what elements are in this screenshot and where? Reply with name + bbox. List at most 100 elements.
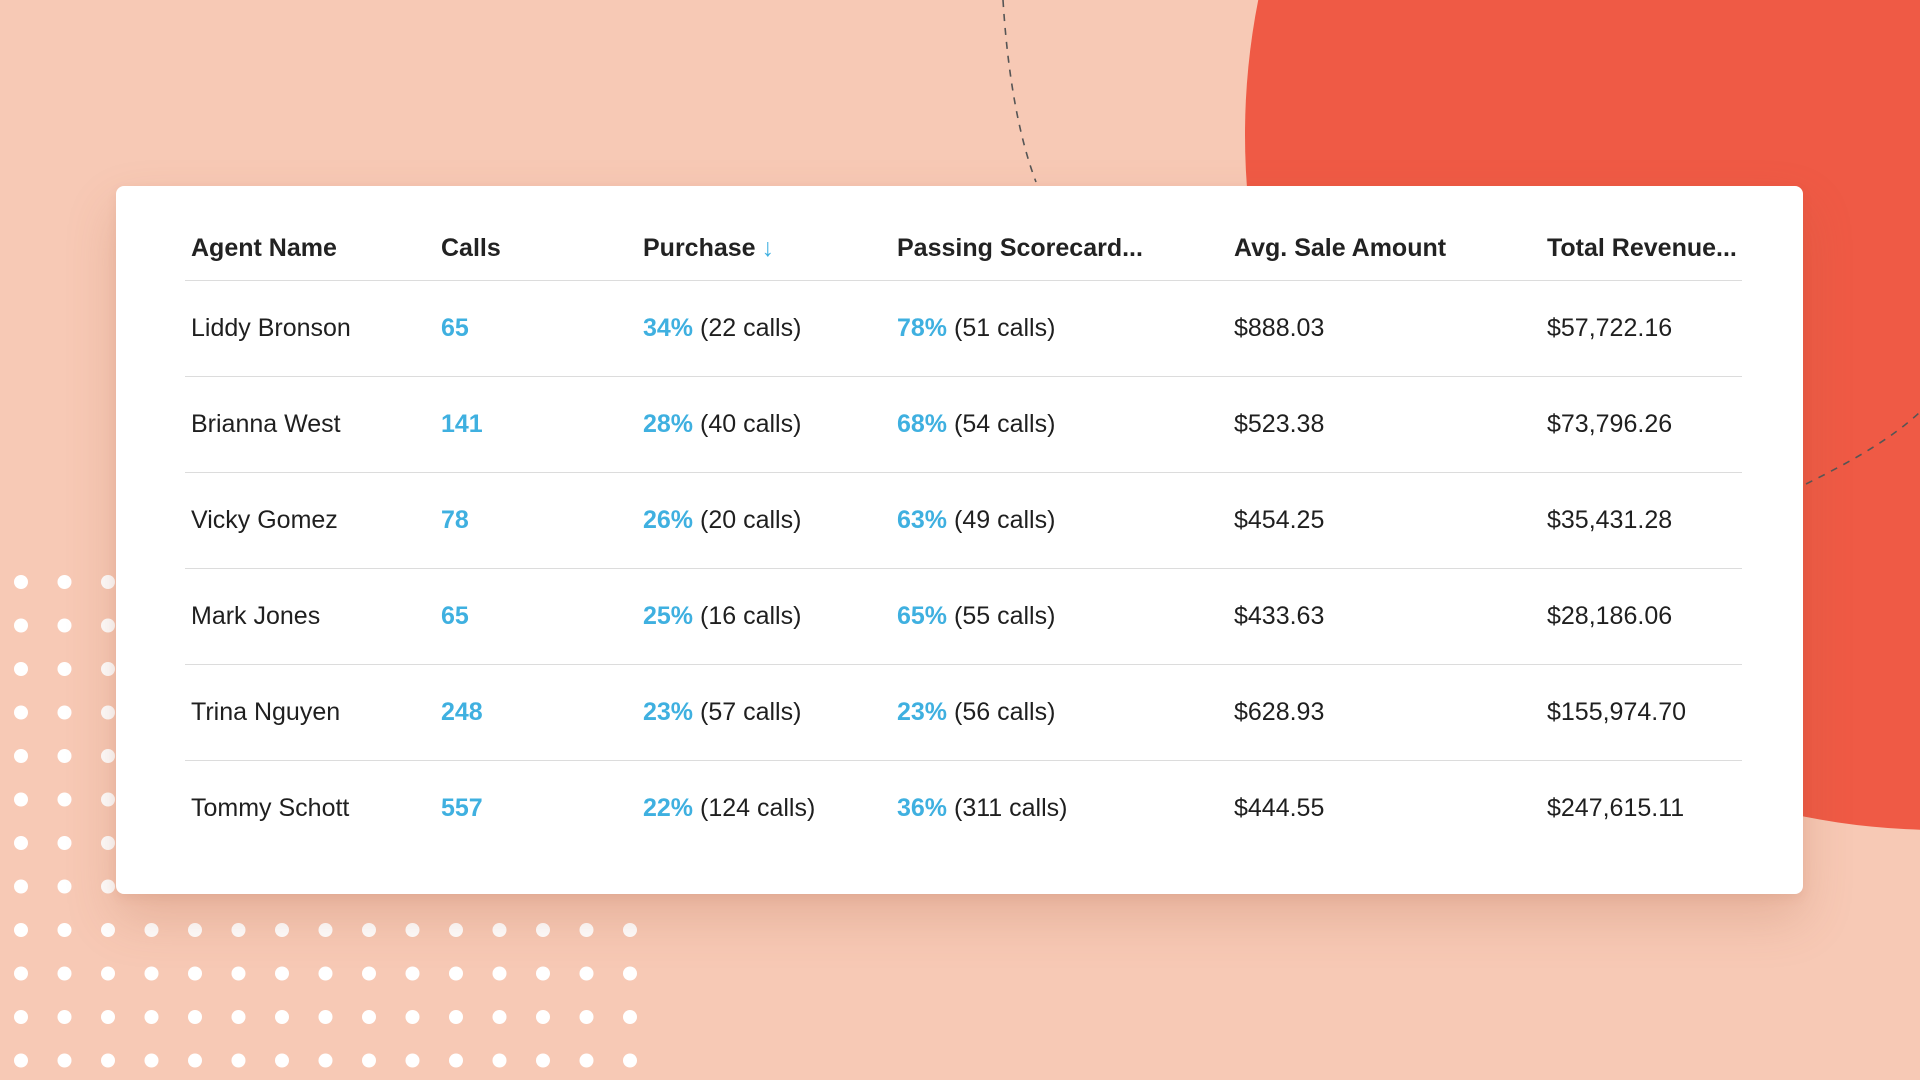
table-header-row: Agent Name Calls Purchase ↓ Passing Score… bbox=[185, 210, 1742, 281]
decorative-dot bbox=[14, 966, 28, 981]
purchase-percent[interactable]: 28% bbox=[643, 410, 694, 438]
passing-scorecard-cell: 78% (51 calls) bbox=[891, 314, 1228, 343]
total-revenue-cell: $28,186.06 bbox=[1547, 602, 1673, 630]
decorative-dot bbox=[14, 662, 28, 676]
decorative-dot bbox=[231, 966, 246, 981]
calls-cell[interactable]: 141 bbox=[441, 410, 483, 438]
purchase-percent[interactable]: 34% bbox=[643, 314, 694, 342]
decorative-dot bbox=[536, 1010, 550, 1024]
purchase-cell: 28% (40 calls) bbox=[637, 410, 891, 439]
column-header-purchase[interactable]: Purchase ↓ bbox=[637, 228, 891, 263]
dashed-arc-right bbox=[1805, 411, 1920, 485]
passing-calls: (55 calls) bbox=[947, 602, 1056, 630]
decorative-dot bbox=[579, 1010, 594, 1024]
decorative-dot bbox=[188, 966, 202, 981]
table-row[interactable]: Liddy Bronson 65 34% (22 calls) 78% (51 … bbox=[185, 281, 1742, 377]
decorative-dot bbox=[318, 1010, 333, 1024]
purchase-percent[interactable]: 25% bbox=[643, 602, 694, 630]
decorative-dot bbox=[188, 1053, 202, 1068]
decorative-dot bbox=[275, 1010, 289, 1024]
decorative-dot bbox=[14, 749, 28, 763]
passing-calls: (56 calls) bbox=[947, 698, 1056, 726]
decorative-dot bbox=[57, 792, 72, 807]
decorative-dot bbox=[405, 1010, 420, 1024]
decorative-dot bbox=[14, 618, 28, 633]
decorative-dot bbox=[144, 1053, 159, 1068]
column-header-calls[interactable]: Calls bbox=[441, 233, 501, 262]
arrow-down-icon[interactable]: ↓ bbox=[761, 233, 775, 262]
decorative-dot bbox=[101, 923, 115, 937]
passing-scorecard-cell: 65% (55 calls) bbox=[891, 602, 1228, 631]
table-row[interactable]: Mark Jones 65 25% (16 calls) 65% (55 cal… bbox=[185, 569, 1742, 665]
table-row[interactable]: Tommy Schott 557 22% (124 calls) 36% (31… bbox=[185, 761, 1742, 856]
table-row[interactable]: Vicky Gomez 78 26% (20 calls) 63% (49 ca… bbox=[185, 473, 1742, 569]
decorative-dot bbox=[536, 966, 550, 981]
decorative-dot bbox=[14, 923, 28, 937]
purchase-cell: 34% (22 calls) bbox=[637, 314, 891, 343]
decorative-dot bbox=[449, 966, 463, 981]
passing-calls: (49 calls) bbox=[947, 506, 1056, 534]
dashed-arc-top bbox=[1002, 0, 1037, 183]
decorative-dot bbox=[57, 749, 72, 763]
decorative-dot bbox=[101, 662, 115, 676]
decorative-dot bbox=[101, 966, 115, 981]
calls-cell[interactable]: 78 bbox=[441, 506, 469, 534]
decorative-dot bbox=[14, 879, 28, 894]
agent-table: Agent Name Calls Purchase ↓ Passing Score… bbox=[185, 210, 1742, 856]
passing-calls: (54 calls) bbox=[947, 410, 1056, 438]
column-header-agent-name[interactable]: Agent Name bbox=[191, 233, 337, 262]
passing-calls: (311 calls) bbox=[947, 794, 1068, 822]
column-header-avg-sale-amount[interactable]: Avg. Sale Amount bbox=[1234, 233, 1447, 262]
agent-name-cell: Trina Nguyen bbox=[191, 698, 341, 726]
purchase-cell: 22% (124 calls) bbox=[637, 794, 891, 823]
decorative-dot bbox=[14, 1010, 28, 1024]
table-row[interactable]: Trina Nguyen 248 23% (57 calls) 23% (56 … bbox=[185, 665, 1742, 761]
purchase-percent[interactable]: 22% bbox=[643, 794, 694, 822]
calls-cell[interactable]: 65 bbox=[441, 602, 469, 630]
calls-cell[interactable]: 557 bbox=[441, 794, 483, 822]
calls-cell[interactable]: 248 bbox=[441, 698, 483, 726]
avg-sale-amount-cell: $523.38 bbox=[1234, 410, 1325, 438]
decorative-dot bbox=[231, 1010, 246, 1024]
purchase-cell: 23% (57 calls) bbox=[637, 698, 891, 727]
purchase-calls: (22 calls) bbox=[693, 314, 802, 342]
purchase-cell: 26% (20 calls) bbox=[637, 506, 891, 535]
column-header-total-revenue[interactable]: Total Revenue... bbox=[1547, 233, 1737, 262]
agent-name-cell: Liddy Bronson bbox=[191, 314, 351, 342]
agent-name-cell: Vicky Gomez bbox=[191, 506, 338, 534]
decorative-dot bbox=[405, 966, 420, 981]
purchase-calls: (16 calls) bbox=[693, 602, 802, 630]
agent-name-cell: Mark Jones bbox=[191, 602, 321, 630]
passing-percent[interactable]: 23% bbox=[897, 698, 948, 726]
decorative-dot bbox=[57, 705, 72, 720]
decorative-dot bbox=[536, 1053, 550, 1068]
agent-table-card: Agent Name Calls Purchase ↓ Passing Score… bbox=[116, 186, 1803, 894]
purchase-percent[interactable]: 23% bbox=[643, 698, 694, 726]
decorative-dot bbox=[101, 575, 115, 589]
total-revenue-cell: $155,974.70 bbox=[1547, 698, 1687, 726]
table-row[interactable]: Brianna West 141 28% (40 calls) 68% (54 … bbox=[185, 377, 1742, 473]
passing-percent[interactable]: 78% bbox=[897, 314, 948, 342]
decorative-dot bbox=[579, 966, 594, 981]
purchase-percent[interactable]: 26% bbox=[643, 506, 694, 534]
passing-percent[interactable]: 68% bbox=[897, 410, 948, 438]
decorative-dot bbox=[492, 1010, 507, 1024]
decorative-dot bbox=[449, 923, 463, 937]
decorative-dot bbox=[362, 1010, 376, 1024]
decorative-dot bbox=[14, 1053, 28, 1068]
decorative-dot bbox=[101, 1053, 115, 1068]
decorative-dot bbox=[449, 1053, 463, 1068]
passing-scorecard-cell: 63% (49 calls) bbox=[891, 506, 1228, 535]
passing-calls: (51 calls) bbox=[947, 314, 1056, 342]
passing-percent[interactable]: 65% bbox=[897, 602, 948, 630]
passing-percent[interactable]: 63% bbox=[897, 506, 948, 534]
calls-cell[interactable]: 65 bbox=[441, 314, 469, 342]
decorative-dot bbox=[405, 1053, 420, 1068]
avg-sale-amount-cell: $628.93 bbox=[1234, 698, 1325, 726]
decorative-dot bbox=[101, 879, 115, 894]
decorative-dot bbox=[449, 1010, 463, 1024]
total-revenue-cell: $247,615.11 bbox=[1547, 794, 1685, 822]
column-header-passing-scorecard[interactable]: Passing Scorecard... bbox=[897, 233, 1143, 262]
passing-percent[interactable]: 36% bbox=[897, 794, 948, 822]
avg-sale-amount-cell: $433.63 bbox=[1234, 602, 1325, 630]
